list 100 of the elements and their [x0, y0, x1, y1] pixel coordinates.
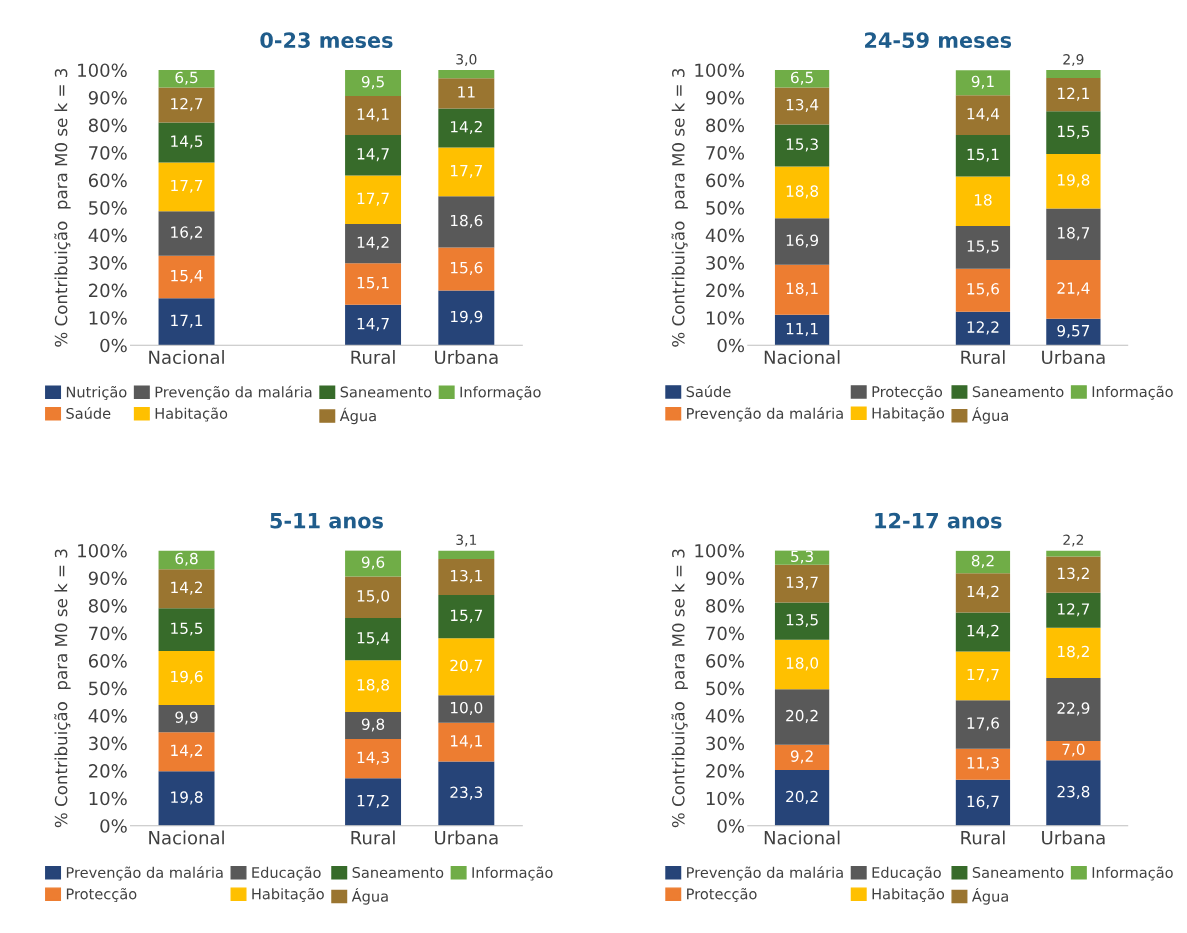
bar	[1046, 740, 1101, 761]
bar	[1046, 78, 1101, 112]
y-tick-label: 60%	[88, 173, 127, 188]
bar	[955, 573, 1011, 613]
legend-label: Informação	[1092, 866, 1173, 881]
bar	[158, 732, 215, 772]
data-label: 18,2	[1058, 645, 1089, 659]
data-label: 20,2	[786, 709, 818, 723]
bar	[438, 147, 495, 197]
data-label: 14,5	[171, 135, 203, 149]
bar	[774, 744, 830, 771]
bar	[158, 569, 215, 609]
bar	[1046, 627, 1101, 678]
legend-label: Saneamento	[972, 866, 1064, 878]
y-tick-label: 40%	[88, 228, 127, 243]
y-tick-label: 70%	[89, 146, 127, 160]
data-label: 13,4	[786, 98, 819, 113]
bar	[774, 564, 830, 603]
legend-label: Água	[339, 407, 376, 425]
bar	[955, 651, 1011, 701]
y-tick-label: 70%	[706, 146, 745, 160]
data-label: 23,8	[1057, 785, 1090, 799]
bar	[345, 134, 402, 176]
data-label: 17,7	[357, 192, 389, 206]
data-label: 18,1	[786, 282, 818, 296]
data-label: 15,4	[171, 270, 203, 283]
x-tick-label: Rural	[351, 830, 395, 845]
bar	[955, 779, 1011, 826]
y-tick-label: 80%	[706, 118, 745, 133]
y-tick-label: 0%	[100, 338, 127, 353]
data-label: 17,7	[450, 165, 483, 178]
chart-title: 24-59 meses	[865, 32, 1012, 49]
data-label: 18,6	[450, 214, 483, 228]
bar	[774, 602, 830, 640]
bar	[774, 218, 830, 265]
bar	[1046, 70, 1101, 79]
legend-label: Informação	[1092, 385, 1173, 400]
chart-title: 12-17 anos	[875, 512, 1002, 529]
legend-label: Prevenção da malária	[687, 407, 843, 422]
chart-title: 0-23 meses	[260, 32, 393, 49]
bar	[345, 263, 402, 305]
bar	[345, 576, 402, 618]
y-tick-label: 70%	[706, 626, 745, 641]
bar	[345, 778, 402, 826]
legend-label: Prevenção da malária	[66, 866, 223, 881]
data-label: 15,1	[967, 148, 999, 162]
bar	[774, 689, 830, 745]
legend-label: Água	[971, 407, 1008, 424]
legend-label: Habitação	[252, 887, 324, 903]
data-label: 11	[458, 86, 475, 98]
data-label: 9,5	[361, 75, 384, 90]
bar	[1046, 111, 1101, 154]
y-tick-label: 20%	[88, 764, 127, 778]
bar	[158, 211, 215, 256]
data-label: 14,2	[171, 581, 203, 595]
y-tick-label: 100%	[695, 63, 745, 78]
data-label: 12,1	[1058, 87, 1089, 101]
bar	[955, 311, 1011, 346]
data-label: 13,2	[1058, 567, 1089, 581]
data-label: 14,3	[357, 751, 389, 765]
data-label: 9,8	[361, 718, 385, 732]
data-label: 12,2	[967, 321, 999, 335]
bar	[345, 69, 402, 97]
bar	[158, 122, 215, 163]
bar	[1046, 154, 1101, 209]
data-label: 17,2	[357, 794, 389, 809]
y-tick-label: 30%	[89, 256, 127, 270]
legend-label: Água	[351, 888, 388, 905]
data-label: 6,8	[175, 552, 198, 566]
bar	[955, 226, 1011, 269]
y-tick-label: 50%	[706, 201, 745, 215]
data-label: 2,2	[1063, 534, 1084, 547]
x-tick-label: Nacional	[764, 350, 840, 365]
x-tick-label: Rural	[351, 350, 395, 365]
data-label: 14,7	[357, 148, 389, 162]
data-label: 14,2	[357, 236, 389, 250]
y-tick-label: 100%	[78, 63, 127, 78]
y-tick-label: 100%	[695, 543, 745, 558]
y-tick-label: 40%	[705, 228, 745, 243]
data-label: 15,6	[967, 283, 999, 297]
bar	[345, 660, 402, 713]
data-label: 14,2	[967, 585, 999, 599]
y-tick-label: 50%	[89, 201, 127, 215]
data-label: 17,6	[967, 717, 999, 731]
bar	[955, 550, 1011, 574]
data-label: 20,7	[450, 659, 483, 673]
y-tick-label: 100%	[78, 543, 127, 558]
legend-label: Saneamento	[340, 386, 432, 398]
legend-label: Saúde	[66, 407, 111, 419]
y-tick-label: 60%	[706, 173, 745, 188]
data-label: 17,1	[171, 314, 203, 328]
y-axis-title: % Contribuição para M0 se k = 3	[54, 549, 71, 828]
data-label: 11,3	[967, 757, 999, 771]
y-tick-label: 90%	[88, 90, 127, 105]
legend-label: Educação	[872, 866, 941, 881]
bar	[1046, 208, 1101, 260]
y-tick-label: 80%	[88, 118, 127, 133]
x-tick-label: Urbana	[435, 830, 498, 845]
data-label: 7,0	[1062, 743, 1085, 757]
data-label: 9,1	[971, 75, 994, 89]
